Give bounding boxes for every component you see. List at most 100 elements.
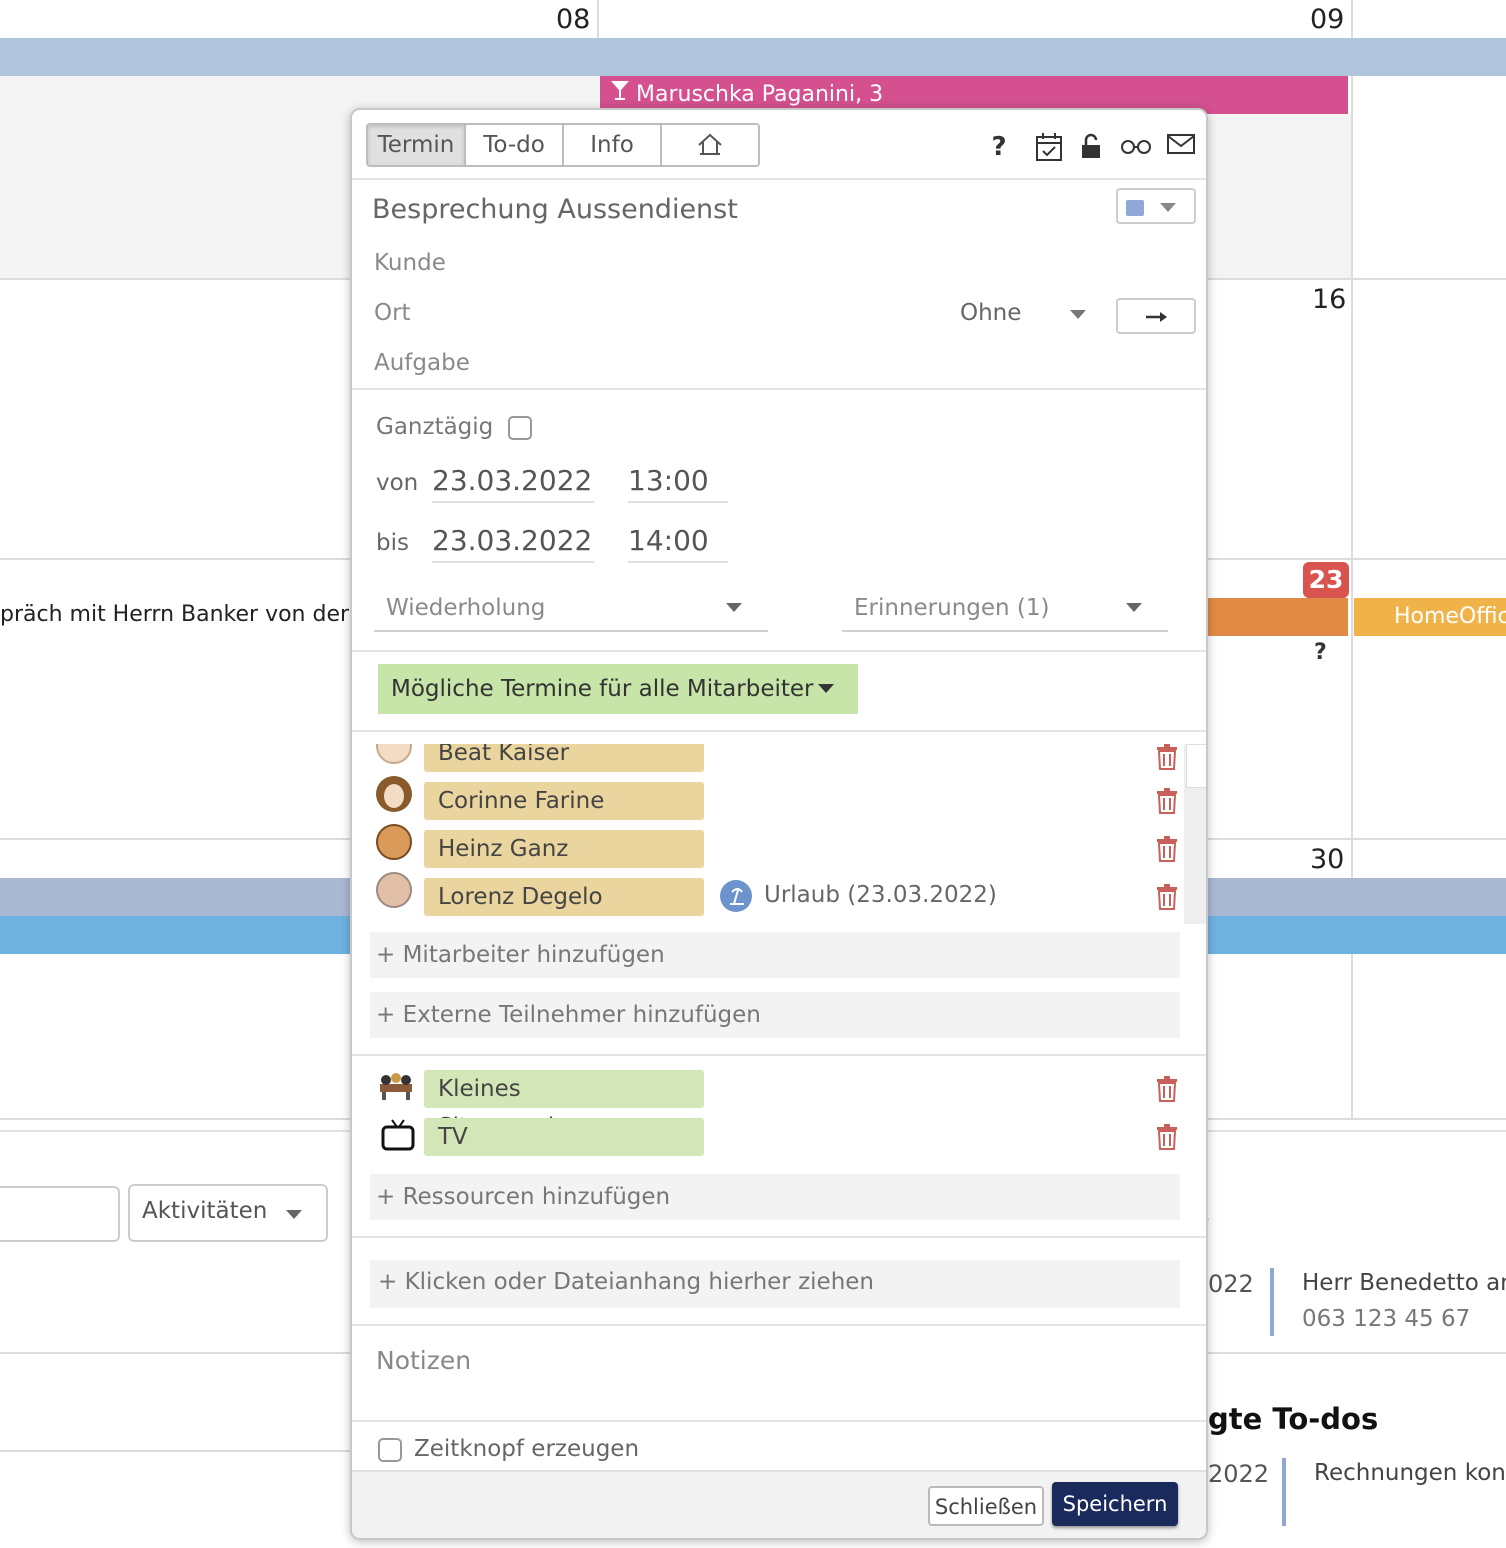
day-number[interactable]: 16 xyxy=(1312,284,1347,315)
avatar xyxy=(376,824,412,860)
save-button[interactable]: Speichern xyxy=(1052,1482,1178,1526)
allday-label: Ganztägig xyxy=(376,414,494,440)
chevron-down-icon xyxy=(286,1210,302,1219)
scrollbar[interactable] xyxy=(1184,744,1206,924)
participant-chip[interactable]: Heinz Ganz xyxy=(424,830,704,868)
timestamp-label: Zeitknopf erzeugen xyxy=(414,1436,640,1462)
day-number[interactable]: 30 xyxy=(1310,844,1345,875)
close-button[interactable]: Schließen xyxy=(928,1486,1044,1526)
location-field[interactable]: Ort xyxy=(374,300,411,326)
cocktail-icon xyxy=(610,76,630,114)
repeat-select-label: Wiederholung xyxy=(386,595,546,621)
event-orange[interactable] xyxy=(1208,598,1348,636)
divider xyxy=(352,1236,1206,1238)
scrollbar-thumb[interactable] xyxy=(1186,744,1206,788)
color-swatch xyxy=(1126,200,1144,216)
trash-icon[interactable] xyxy=(1156,1124,1178,1150)
chevron-down-icon xyxy=(818,684,834,693)
resource-chip[interactable]: Kleines Sitzungszimmer xyxy=(424,1070,704,1140)
dialog-tabs: Termin To-do Info xyxy=(366,123,760,167)
event-label: Maruschka Paganini, 3 xyxy=(636,82,884,107)
avatar xyxy=(376,776,412,812)
todo-item[interactable]: Rechnungen kontr xyxy=(1314,1460,1506,1486)
trash-icon[interactable] xyxy=(1156,788,1178,814)
activities-select-label: Aktivitäten xyxy=(142,1198,268,1224)
allday-checkbox[interactable] xyxy=(508,416,532,440)
resource-chip[interactable]: TV xyxy=(424,1118,704,1156)
tab-termin[interactable]: Termin xyxy=(368,125,466,165)
timestamp-checkbox[interactable] xyxy=(378,1438,402,1462)
divider xyxy=(352,1054,1206,1056)
task-field[interactable]: Aufgabe xyxy=(374,350,470,376)
side-date: 2022 xyxy=(1208,1460,1270,1488)
add-external-button[interactable]: + Externe Teilnehmer hinzufügen xyxy=(370,992,1180,1038)
reminders-select-label: Erinnerungen (1) xyxy=(854,595,1050,621)
calendar-check-icon[interactable] xyxy=(1034,132,1064,162)
from-time-input[interactable]: 13:00 xyxy=(628,464,728,503)
divider xyxy=(352,178,1206,180)
color-select[interactable] xyxy=(1116,188,1196,224)
participant-chip[interactable]: Lorenz Degelo xyxy=(424,878,704,916)
avatar-face xyxy=(384,784,404,808)
chevron-down-icon xyxy=(1160,203,1176,212)
accent-line xyxy=(1270,1268,1274,1336)
absence-note: Urlaub (23.03.2022) xyxy=(764,882,997,908)
avatar xyxy=(376,872,412,908)
from-label: von xyxy=(376,470,419,496)
meeting-room-icon xyxy=(376,1070,416,1104)
week-bar[interactable] xyxy=(0,38,1506,76)
participants-list[interactable]: Beat Kaiser Corinne Farine Heinz Ganz Lo… xyxy=(352,744,1206,924)
location-select[interactable]: Ohne xyxy=(960,300,1022,326)
section-divider xyxy=(0,1450,350,1452)
column-divider xyxy=(1351,0,1353,1120)
activities-select[interactable]: Aktivitäten xyxy=(128,1184,328,1242)
trash-icon[interactable] xyxy=(1156,744,1178,770)
event-banker[interactable]: präch mit Herrn Banker von der Ba xyxy=(0,602,385,627)
tab-todo[interactable]: To-do xyxy=(466,125,564,165)
day-number[interactable]: 09 xyxy=(1310,4,1345,35)
event-homeoffice[interactable]: HomeOffic xyxy=(1354,598,1506,636)
location-go-button[interactable] xyxy=(1116,298,1196,334)
divider xyxy=(352,1420,1206,1422)
divider xyxy=(352,1324,1206,1326)
day-number[interactable]: 08 xyxy=(556,4,591,35)
attachment-dropzone[interactable]: + Klicken oder Dateianhang hierher ziehe… xyxy=(370,1260,1180,1308)
search-input[interactable] xyxy=(0,1186,120,1242)
add-employee-button[interactable]: + Mitarbeiter hinzufügen xyxy=(370,932,1180,978)
event-paganini[interactable]: Maruschka Paganini, 3 xyxy=(600,76,1348,114)
to-time-input[interactable]: 14:00 xyxy=(628,524,728,563)
tab-info[interactable]: Info xyxy=(564,125,662,165)
contact-name[interactable]: Herr Benedetto anr xyxy=(1302,1270,1506,1296)
to-date-input[interactable]: 23.03.2022 xyxy=(432,524,594,563)
today-badge[interactable]: 23 xyxy=(1303,562,1349,598)
help-icon[interactable]: ? xyxy=(991,132,1007,162)
tab-home[interactable] xyxy=(662,125,758,165)
glasses-icon[interactable] xyxy=(1120,132,1151,162)
to-label: bis xyxy=(376,530,409,556)
vacation-icon xyxy=(720,880,752,912)
reminders-select[interactable]: Erinnerungen (1) xyxy=(842,588,1168,632)
customer-field[interactable]: Kunde xyxy=(374,250,446,276)
appointment-title[interactable]: Besprechung Aussendienst xyxy=(372,194,738,225)
divider xyxy=(352,388,1206,390)
calendar-cell[interactable] xyxy=(1208,114,1351,278)
contact-phone[interactable]: 063 123 45 67 xyxy=(1302,1306,1471,1332)
trash-icon[interactable] xyxy=(1156,884,1178,910)
home-icon xyxy=(696,131,724,165)
chevron-down-icon[interactable] xyxy=(1070,310,1086,319)
repeat-select[interactable]: Wiederholung xyxy=(374,588,768,632)
from-date-input[interactable]: 23.03.2022 xyxy=(432,464,594,503)
avatar xyxy=(376,744,412,764)
chevron-down-icon xyxy=(726,603,742,612)
trash-icon[interactable] xyxy=(1156,1076,1178,1102)
possible-dates-label: Mögliche Termine für alle Mitarbeiter xyxy=(391,676,814,702)
divider xyxy=(352,650,1206,652)
possible-dates-button[interactable]: Mögliche Termine für alle Mitarbeiter xyxy=(378,664,858,714)
add-resource-button[interactable]: + Ressourcen hinzufügen xyxy=(370,1174,1180,1220)
mail-icon[interactable] xyxy=(1166,132,1196,162)
participant-chip[interactable]: Beat Kaiser xyxy=(424,744,704,772)
notes-input[interactable]: Notizen xyxy=(376,1346,472,1375)
unlock-icon[interactable] xyxy=(1076,132,1106,162)
participant-chip[interactable]: Corinne Farine xyxy=(424,782,704,820)
trash-icon[interactable] xyxy=(1156,836,1178,862)
